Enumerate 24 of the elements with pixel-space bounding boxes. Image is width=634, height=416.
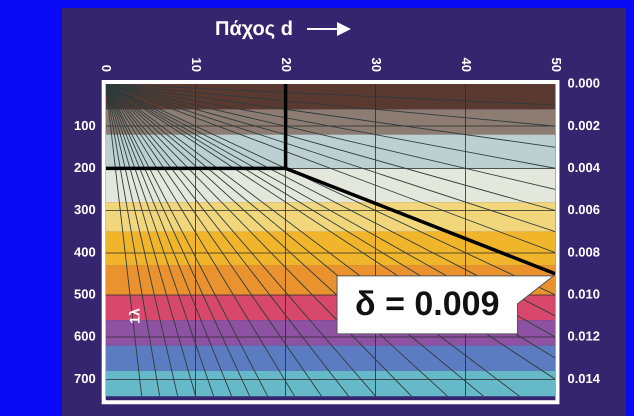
annotation: δ = 0.009 [355, 285, 500, 324]
y2-tick-label: 0.006 [567, 202, 600, 218]
y2-tick-label: 0.000 [567, 76, 600, 91]
x-tick-label: 50 [548, 58, 564, 72]
x-axis-title: Πάχος d [215, 18, 293, 40]
y-tick-label: 100 [74, 118, 96, 133]
y2-tick-label: 0.002 [567, 118, 600, 133]
y-tick-label: 400 [74, 244, 96, 260]
y2-tick-label: 0.014 [567, 370, 601, 386]
y2-tick-label: 0.010 [567, 286, 600, 302]
y-tick-label: 200 [74, 160, 96, 175]
y-tick-label: 700 [74, 370, 96, 386]
y-tick-label: 500 [74, 286, 96, 302]
y2-tick-label: 0.004 [567, 160, 601, 175]
y-tick-label: 300 [74, 202, 96, 218]
x-tick-label: 10 [189, 58, 204, 72]
y2-tick-label: 0.008 [567, 244, 600, 260]
y2-tick-label: 0.012 [567, 328, 600, 344]
x-tick-label: 30 [368, 58, 384, 72]
annotation: 1λ [126, 308, 143, 324]
x-tick-label: 40 [458, 58, 474, 72]
x-tick-label: 20 [279, 58, 294, 72]
y-tick-label: 600 [74, 328, 96, 344]
x-tick-label: 0 [99, 64, 114, 72]
